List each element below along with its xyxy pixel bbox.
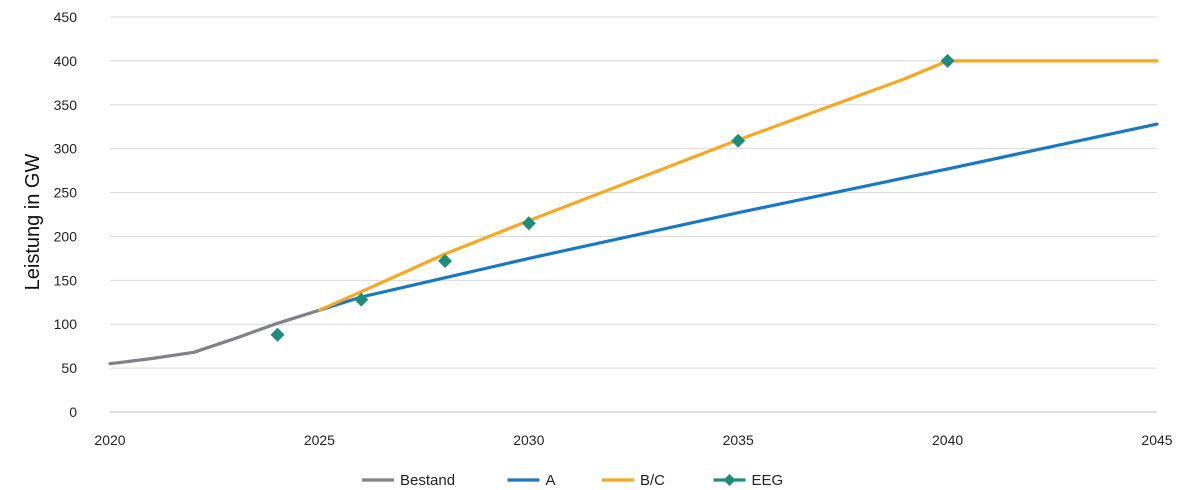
x-tick-label-2040: 2040 (932, 432, 963, 448)
point-eeg-2024 (270, 327, 285, 342)
y-tick-label-200: 200 (54, 228, 78, 244)
y-tick-label-0: 0 (69, 404, 77, 420)
legend-item-bestand: Bestand (362, 472, 455, 489)
x-tick-label-2020: 2020 (94, 432, 125, 448)
legend-item-b-c: B/C (602, 472, 665, 489)
y-tick-label-400: 400 (54, 53, 78, 69)
gridlines (110, 16, 1157, 413)
y-tick-label-350: 350 (54, 97, 78, 113)
point-eeg-2040 (940, 53, 955, 68)
y-tick-label-300: 300 (54, 141, 78, 157)
point-eeg-2028 (438, 254, 453, 269)
x-tick-label-2045: 2045 (1141, 432, 1172, 448)
x-tick-label-2025: 2025 (304, 432, 335, 448)
series-line-bestand (108, 308, 321, 366)
markers (270, 53, 955, 342)
y-axis-title: Leistung in GW (22, 154, 44, 291)
legend-label-bestand: Bestand (400, 472, 455, 489)
legend-label-b-c: B/C (640, 472, 665, 489)
legend-item-a: A (507, 472, 556, 489)
legend-item-eeg: EEG (713, 472, 784, 489)
series-line-a (317, 122, 1159, 312)
point-eeg-2035 (731, 133, 746, 148)
legend-label-a: A (546, 472, 556, 489)
x-tick-label-2035: 2035 (723, 432, 754, 448)
point-eeg-2026 (354, 292, 369, 307)
y-tick-label-450: 450 (54, 9, 78, 25)
x-tick-label-2030: 2030 (513, 432, 544, 448)
legend: Bestand A B/C EEG (362, 472, 783, 489)
y-tick-label-250: 250 (54, 185, 78, 201)
y-tick-label-150: 150 (54, 272, 78, 288)
y-tick-labels: 0 50 100 150 200 250 300 350 400 450 (54, 9, 78, 420)
x-tick-labels: 2020 2025 2030 2035 2040 2045 (94, 432, 1172, 448)
point-eeg-2030 (521, 216, 536, 231)
series-line-b-c (317, 59, 1159, 312)
y-tick-label-100: 100 (54, 316, 78, 332)
series (108, 59, 1159, 366)
legend-label-eeg: EEG (752, 472, 784, 489)
y-tick-label-50: 50 (61, 360, 77, 376)
legend-marker-eeg (723, 474, 736, 486)
